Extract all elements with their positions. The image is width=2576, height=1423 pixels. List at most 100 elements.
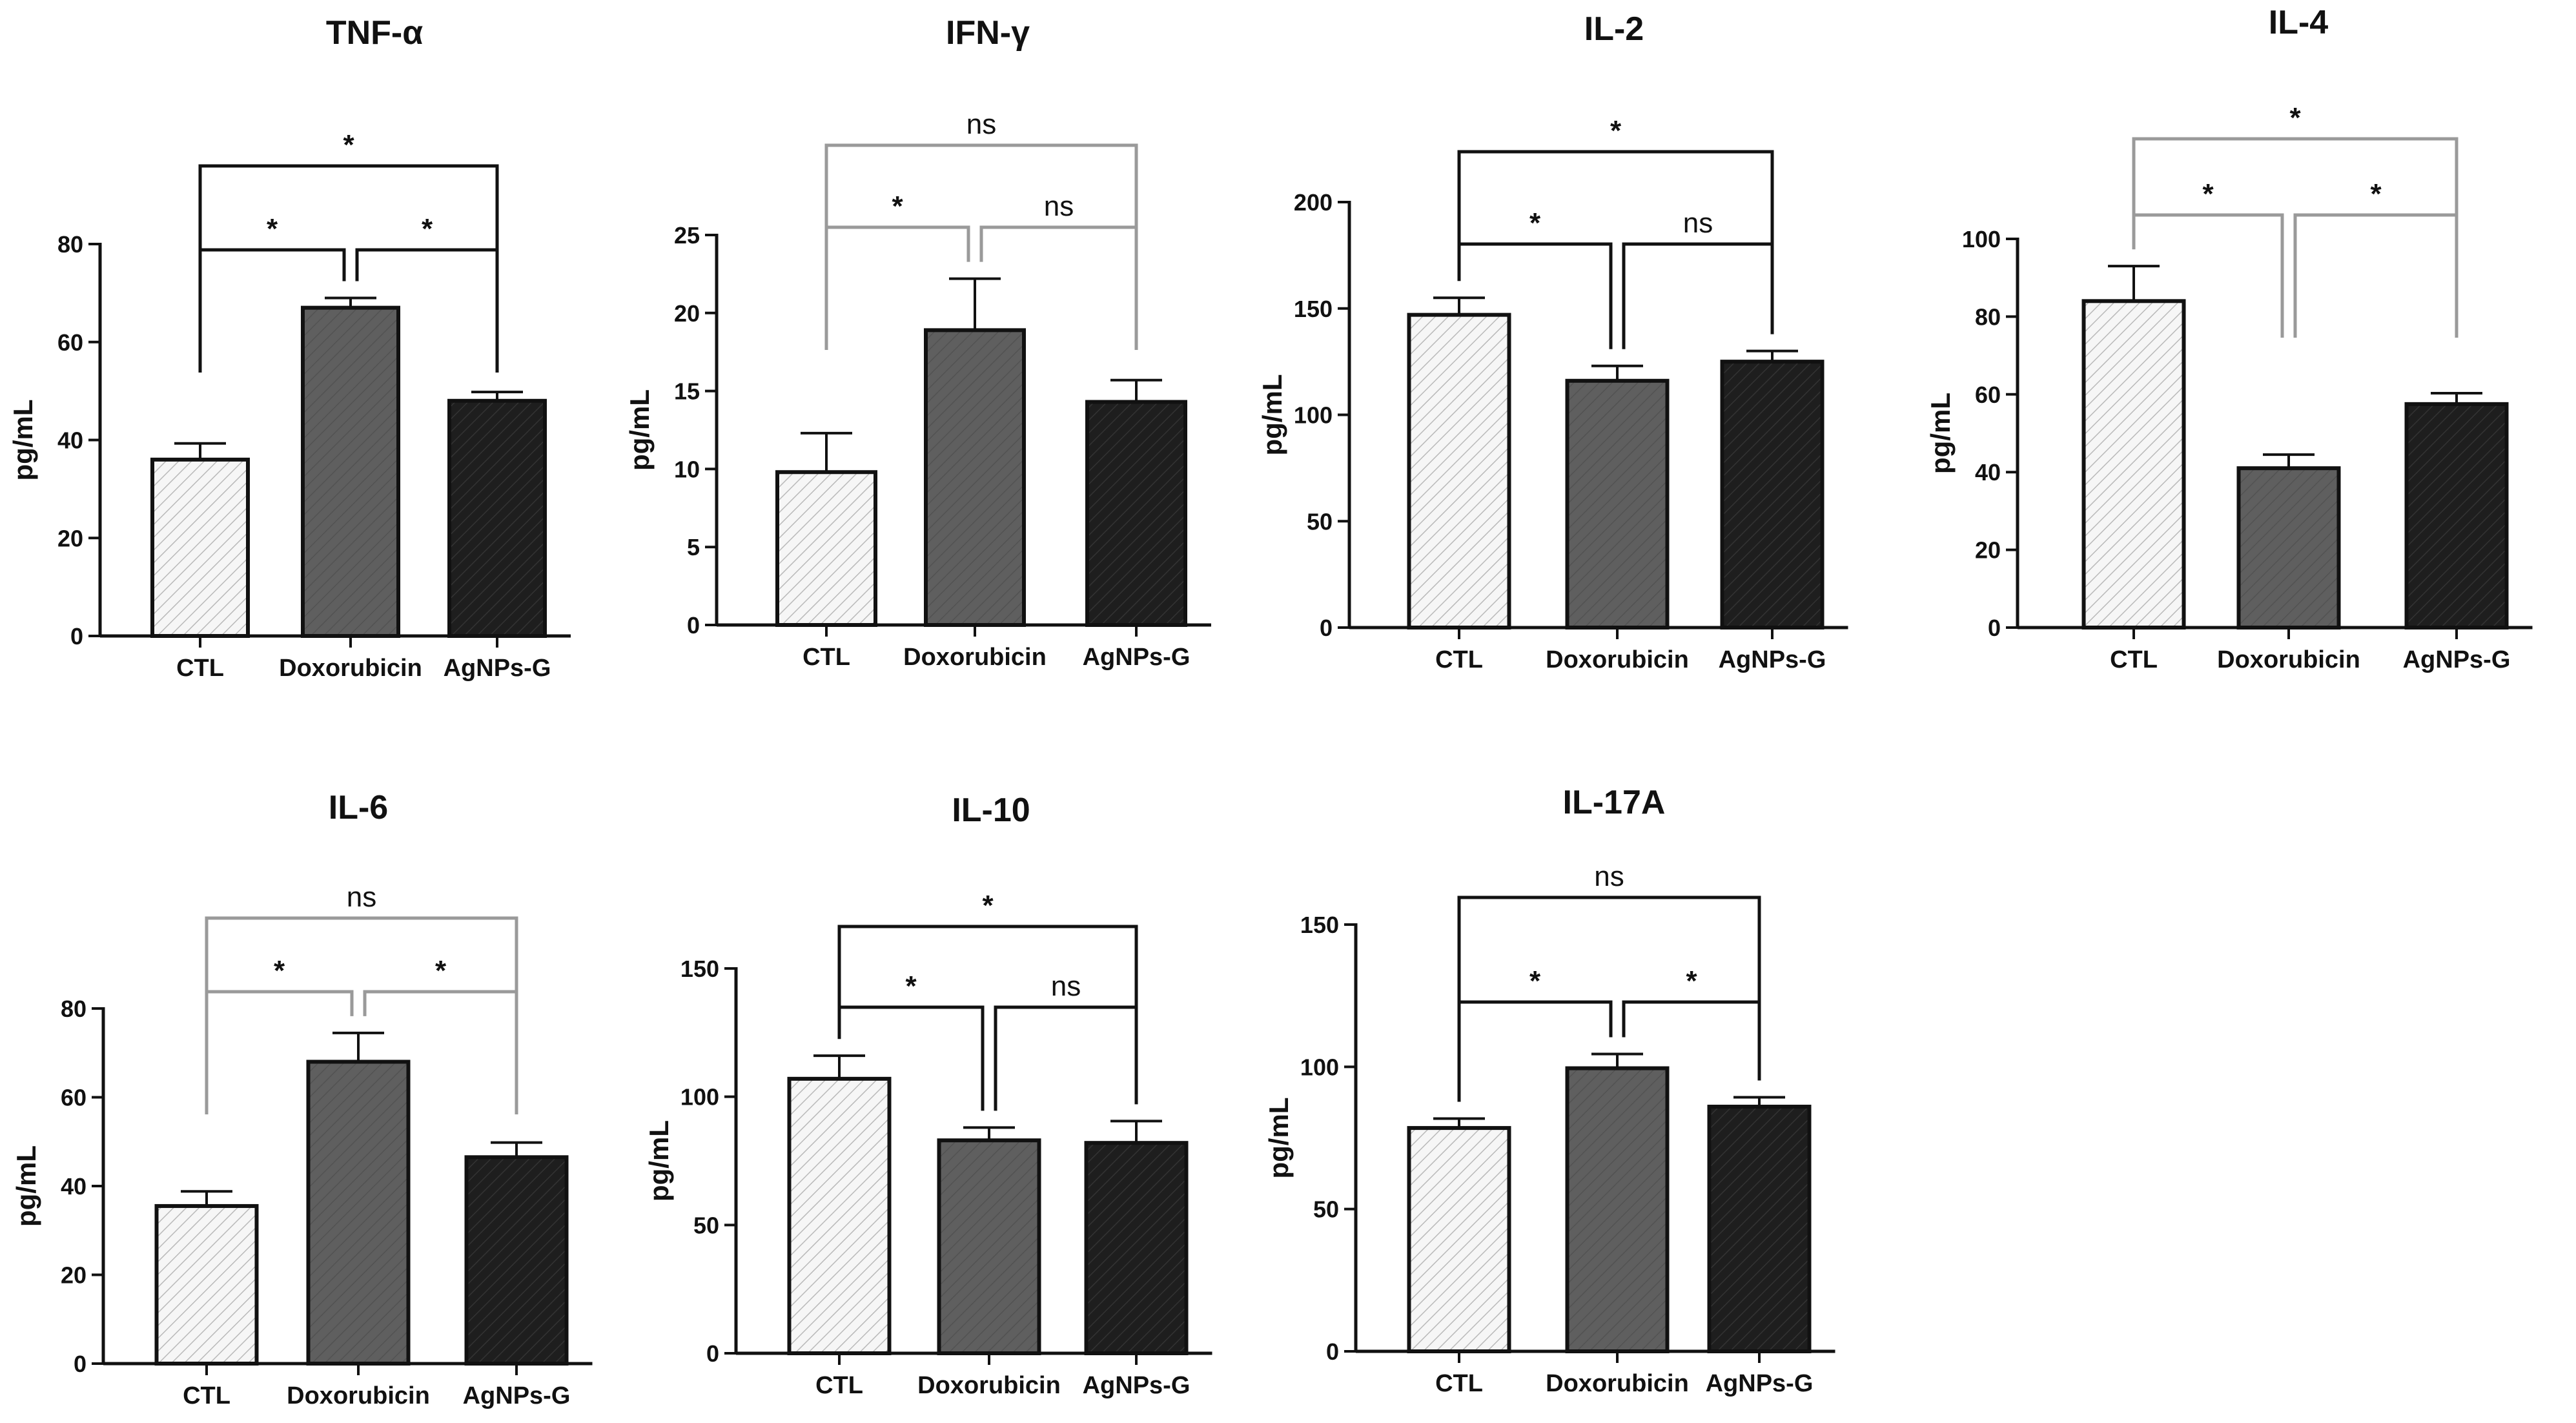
significance-label: * xyxy=(343,129,354,161)
chart-title: IFN-γ xyxy=(946,14,1030,52)
x-tick-label: AgNPs-G xyxy=(1706,1370,1814,1397)
bar-doxorubicin xyxy=(937,1138,1041,1356)
y-axis-label: pg/mL xyxy=(644,1120,674,1202)
x-tick-label: Doxorubicin xyxy=(917,1372,1061,1399)
y-tick-label: 0 xyxy=(74,1351,87,1377)
significance-bracket xyxy=(1457,1000,1613,1102)
significance-bracket xyxy=(205,916,518,1038)
x-tick-label: AgNPs-G xyxy=(1083,1372,1191,1399)
y-tick-label: 0 xyxy=(687,612,700,639)
significance-bracket xyxy=(979,225,1138,350)
significance-label: * xyxy=(1529,207,1541,239)
significance-bracket xyxy=(837,1005,985,1111)
significance-label: * xyxy=(982,890,994,921)
y-tick-label: 50 xyxy=(1307,508,1333,535)
y-tick-label: 20 xyxy=(57,525,83,551)
significance-bracket xyxy=(824,225,970,350)
significance-label: * xyxy=(2370,178,2382,210)
chart-title: TNF-α xyxy=(326,14,423,52)
x-tick-label: Doxorubicin xyxy=(1546,646,1689,673)
significance-label: * xyxy=(274,955,285,987)
chart-panel-5: IL-6 pg/mL 0 20 40 60 80 CTL Doxorubicin AgNPs-G n… xyxy=(11,789,593,1409)
x-tick-label: CTL xyxy=(815,1372,863,1399)
y-tick-label: 15 xyxy=(674,378,700,405)
bar-agnps-g xyxy=(1707,1105,1812,1353)
chart-title: IL-10 xyxy=(952,792,1030,829)
significance-label: * xyxy=(422,213,433,245)
chart-panel-7: IL-17A pg/mL 0 50 100 150 CTL Doxorubicin AgNPs-… xyxy=(1263,784,1835,1397)
significance-bracket xyxy=(205,990,354,1114)
y-tick-label: 60 xyxy=(1975,382,2001,408)
bar-agnps-g xyxy=(1085,400,1187,628)
y-tick-label: 0 xyxy=(706,1340,719,1367)
y-tick-label: 20 xyxy=(674,300,700,327)
y-tick-label: 150 xyxy=(1300,912,1339,938)
bar-ctl xyxy=(1407,1126,1511,1353)
y-tick-label: 0 xyxy=(1988,615,2001,641)
bar-doxorubicin xyxy=(2236,466,2341,630)
x-tick-label: AgNPs-G xyxy=(463,1382,571,1409)
y-tick-label: 10 xyxy=(674,456,700,482)
x-tick-label: AgNPs-G xyxy=(444,655,551,682)
significance-bracket xyxy=(994,1005,1138,1111)
y-tick-label: 100 xyxy=(1300,1054,1339,1080)
y-tick-label: 5 xyxy=(687,534,700,560)
y-tick-label: 80 xyxy=(61,996,87,1022)
bar-doxorubicin xyxy=(1565,378,1670,630)
significance-bracket xyxy=(198,248,346,373)
y-axis-label: pg/mL xyxy=(11,1145,41,1227)
chart-panel-6: IL-10 pg/mL 0 50 100 150 CTL Doxorubicin AgNPs-G… xyxy=(644,792,1212,1399)
y-tick-label: 200 xyxy=(1294,189,1333,216)
significance-bracket xyxy=(1622,242,1774,349)
x-tick-label: Doxorubicin xyxy=(903,644,1047,671)
bar-ctl xyxy=(787,1076,892,1356)
chart-panel-2: IFN-γ pg/mL 0 5 10 15 20 25 CTL Doxorubicin AgNPs-… xyxy=(624,14,1211,671)
chart-title: IL-4 xyxy=(2269,4,2329,41)
bar-doxorubicin xyxy=(306,1060,411,1366)
y-axis-label: pg/mL xyxy=(1925,393,1956,474)
y-axis-label: pg/mL xyxy=(1257,374,1287,456)
significance-bracket xyxy=(824,143,1138,265)
significance-label: * xyxy=(905,970,917,1002)
significance-bracket xyxy=(2293,213,2458,338)
y-tick-label: 100 xyxy=(680,1084,719,1111)
significance-label: * xyxy=(892,190,903,222)
y-tick-label: 150 xyxy=(680,956,719,982)
y-tick-label: 20 xyxy=(1975,537,2001,564)
significance-bracket xyxy=(198,164,499,285)
significance-label: * xyxy=(1686,965,1697,997)
bar-agnps-g xyxy=(2404,402,2509,630)
y-tick-label: 50 xyxy=(1313,1196,1339,1223)
bar-agnps-g xyxy=(1720,360,1825,630)
significance-bracket xyxy=(1622,1000,1761,1081)
bar-doxorubicin xyxy=(1565,1066,1670,1353)
chart-title: IL-17A xyxy=(1563,784,1666,821)
significance-label: ns xyxy=(1051,970,1081,1002)
y-tick-label: 25 xyxy=(674,222,700,249)
x-tick-label: Doxorubicin xyxy=(1546,1370,1689,1397)
x-tick-label: CTL xyxy=(176,655,224,682)
significance-label: * xyxy=(2202,178,2214,210)
significance-bracket xyxy=(1457,896,1761,1017)
y-axis-label: pg/mL xyxy=(8,400,38,481)
x-tick-label: CTL xyxy=(802,644,850,671)
x-tick-label: CTL xyxy=(183,1382,230,1409)
significance-bracket xyxy=(1457,242,1613,349)
bar-ctl xyxy=(154,1203,259,1366)
significance-label: * xyxy=(1529,965,1541,997)
significance-bracket xyxy=(363,990,518,1114)
x-tick-label: CTL xyxy=(1435,646,1483,673)
bar-ctl xyxy=(1407,312,1511,630)
significance-label: ns xyxy=(966,108,996,140)
significance-label: ns xyxy=(347,881,376,913)
significance-label: * xyxy=(2289,102,2301,134)
y-tick-label: 0 xyxy=(1320,615,1333,641)
chart-panel-1: TNF-α pg/mL 0 20 40 60 80 CTL Doxorubicin AgNPs-G… xyxy=(8,14,571,682)
x-tick-label: Doxorubicin xyxy=(287,1382,430,1409)
y-tick-label: 50 xyxy=(693,1212,719,1238)
y-tick-label: 100 xyxy=(1294,402,1333,429)
significance-label: ns xyxy=(1683,207,1713,239)
y-tick-label: 0 xyxy=(70,623,83,650)
x-tick-label: CTL xyxy=(2110,646,2158,673)
